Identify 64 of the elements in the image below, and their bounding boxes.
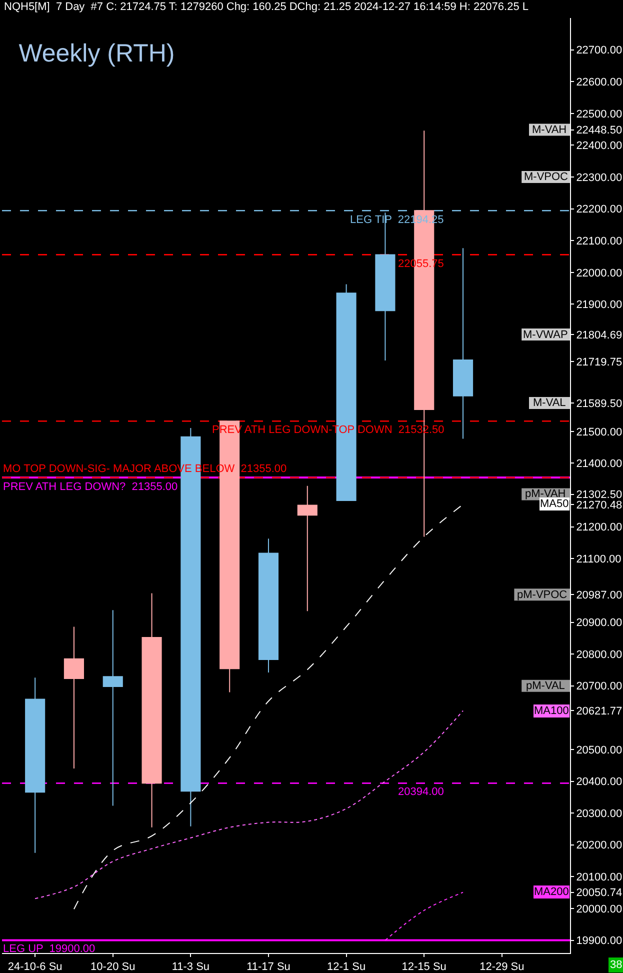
x-tick-label: 10-20 Su — [90, 961, 136, 973]
ref-line-label: pM-VAH — [525, 488, 566, 500]
y-tick-label: 22400.00 — [576, 140, 622, 152]
y-tick-label: 20000.00 — [576, 903, 622, 916]
candlestick — [258, 538, 279, 673]
y-tick-label: 21100.00 — [576, 554, 622, 566]
ref-line-label: LEG UP 19900.00 — [3, 943, 96, 955]
candlestick — [64, 626, 84, 770]
y-tick-label: 22300.00 — [576, 172, 622, 184]
ref-line-label: pM-VPOC — [517, 589, 568, 601]
y-tick-label: 20300.00 — [576, 808, 622, 820]
y-tick-label: 21400.00 — [576, 458, 622, 470]
y-tick-label: 21804.69 — [576, 329, 622, 342]
ref-line-label: M-VAL — [533, 397, 566, 409]
ref-line-label: pM-VAL — [526, 680, 565, 692]
ref-line-label: M-VWAP — [523, 329, 568, 341]
y-tick-label: 20700.00 — [576, 680, 622, 693]
x-tick-label: 12-15 Su — [402, 961, 446, 973]
y-tick-label: 21302.50 — [576, 489, 622, 502]
x-tick-label: 24-10-6 Su — [8, 961, 62, 973]
candlestick — [452, 248, 474, 440]
y-tick-label: 19900.00 — [576, 935, 622, 948]
x-tick-label: 12-1 Su — [327, 961, 366, 973]
y-tick-label: 20900.00 — [576, 617, 622, 630]
y-tick-label: 20100.00 — [576, 872, 622, 884]
y-tick-label: 22100.00 — [576, 235, 622, 248]
y-tick-label: 21270.48 — [576, 499, 622, 512]
y-tick-label: 21500.00 — [576, 426, 622, 438]
ref-line-label: M-VPOC — [524, 171, 568, 183]
text: MA100 — [534, 705, 569, 717]
x-tick-label: 11-17 Su — [246, 961, 290, 973]
line-series — [34, 710, 464, 900]
candlestick — [25, 677, 46, 854]
y-tick-label: 22000.00 — [576, 267, 622, 280]
ref-line-label: PREV ATH LEG DOWN? 21355.00 — [3, 481, 178, 493]
y-tick-label: 22700.00 — [576, 44, 622, 57]
y-tick-label: 20987.00 — [576, 589, 622, 602]
candlestick — [297, 485, 318, 612]
y-tick-label: 21589.50 — [576, 398, 622, 410]
y-tick-label: 20800.00 — [576, 648, 622, 661]
y-tick-label: 20050.74 — [576, 887, 622, 900]
x-tick-label: 12-29 Su — [480, 961, 524, 973]
line-series — [73, 504, 464, 910]
y-tick-label: 21900.00 — [576, 299, 622, 312]
chart-subtitle: NQH5[M] 7 Day #7 C: 21724.75 T: 1279260 Chg: 160.25 DChg: 21.25 2024-12-27 16:14:59 H: 22076.25 L — [4, 1, 528, 13]
y-tick-label: 22448.50 — [576, 124, 622, 137]
ref-line-label: 20394.00 — [398, 786, 444, 798]
y-tick-label: 22200.00 — [576, 204, 622, 216]
y-tick-label: 20200.00 — [576, 840, 622, 852]
text: 38 — [610, 959, 622, 971]
text: MA200 — [534, 886, 569, 898]
y-tick-label: 21200.00 — [576, 522, 622, 534]
y-tick-label: 20621.77 — [576, 706, 622, 718]
y-tick-label: 21719.75 — [576, 356, 622, 368]
x-tick-label: 11-3 Su — [172, 961, 210, 973]
text: MA50 — [540, 498, 569, 510]
y-tick-label: 20500.00 — [576, 744, 622, 756]
candlestick — [142, 592, 162, 828]
y-tick-label: 22600.00 — [576, 76, 622, 88]
candlestick — [102, 610, 123, 806]
y-tick-label: 20400.00 — [576, 776, 622, 788]
text: Weekly (RTH) — [18, 39, 175, 68]
ref-line-label: M-VAH — [532, 124, 567, 136]
y-tick-label: 22500.00 — [576, 108, 622, 120]
